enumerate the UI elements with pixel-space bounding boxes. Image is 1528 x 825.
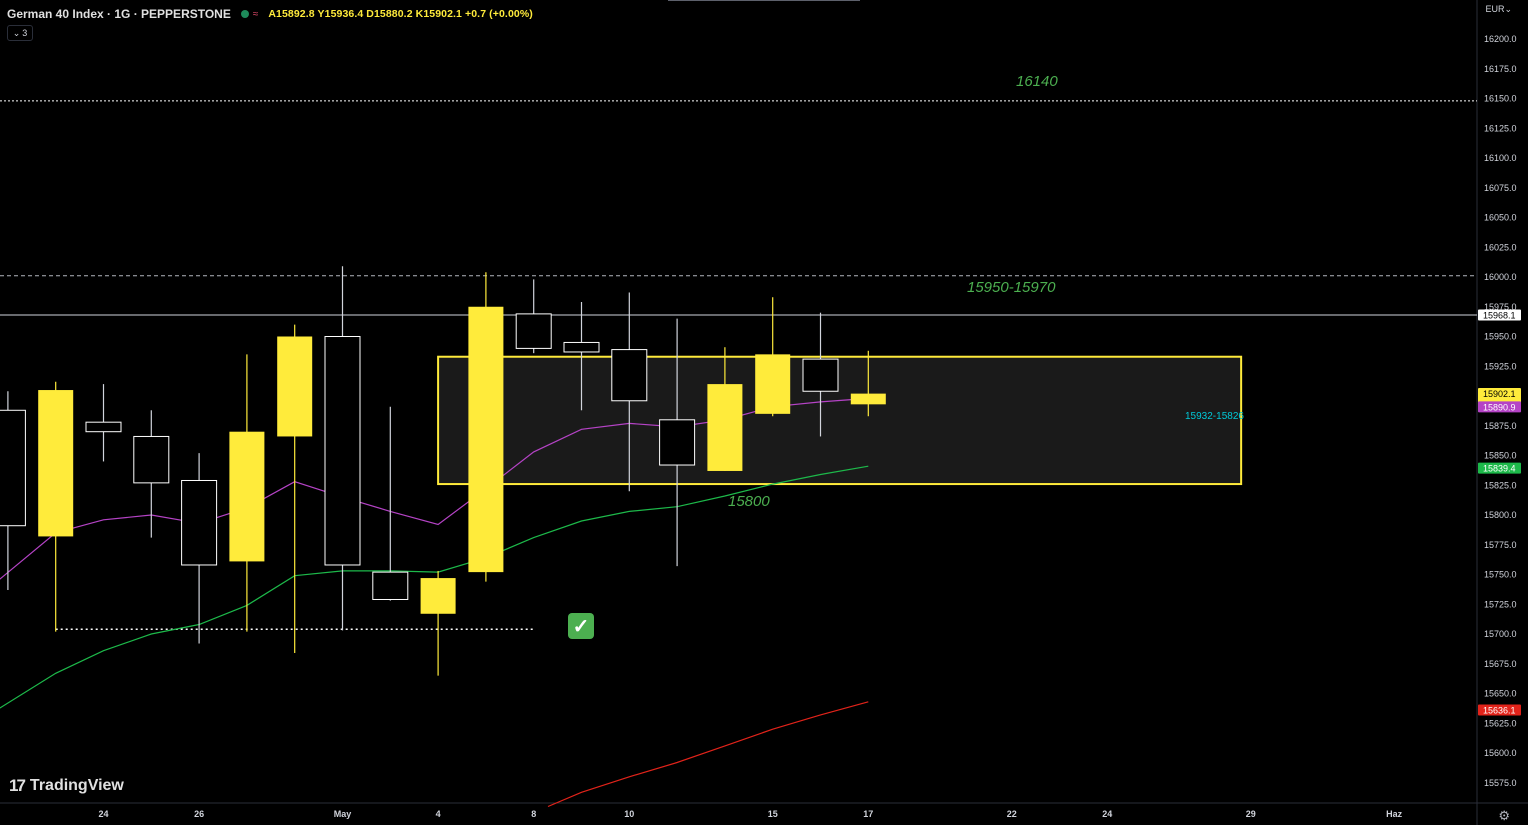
price-tick-label: 16200.0 bbox=[1484, 34, 1517, 44]
symbol-title[interactable]: German 40 Index · 1G · PEPPERSTONE bbox=[7, 7, 231, 21]
moving-average-line-2 bbox=[547, 701, 869, 808]
time-tick-label: Haz bbox=[1386, 809, 1403, 819]
price-tick-label: 15650.0 bbox=[1484, 689, 1517, 699]
price-tick-label: 16075.0 bbox=[1484, 183, 1517, 193]
time-tick-label: 22 bbox=[1007, 809, 1017, 819]
chart-header: German 40 Index · 1G · PEPPERSTONE ≈ A15… bbox=[7, 6, 533, 22]
time-tick-label: 8 bbox=[531, 809, 536, 819]
price-tick-label: 16175.0 bbox=[1484, 64, 1517, 74]
indicator-count: 3 bbox=[22, 28, 28, 38]
time-tick-label: 24 bbox=[1102, 809, 1112, 819]
price-tag-bg-2 bbox=[1478, 401, 1521, 413]
time-tick-label: 10 bbox=[624, 809, 634, 819]
currency-label: EUR bbox=[1485, 4, 1505, 14]
currency-selector[interactable]: EUR⌄ bbox=[1485, 4, 1512, 15]
candle-body-3 bbox=[133, 435, 170, 484]
candle-body-2 bbox=[85, 421, 122, 433]
ohlc-values: A15892.8 Y15936.4 D15880.2 K15902.1 +0.7… bbox=[268, 8, 533, 20]
candle-body-11 bbox=[515, 313, 552, 349]
price-tag-label-0: 15968.1 bbox=[1483, 310, 1516, 320]
candle-body-10 bbox=[468, 306, 504, 573]
gear-icon[interactable]: ⚙ bbox=[1498, 808, 1510, 823]
candle-body-4 bbox=[181, 479, 218, 566]
candle-body-7 bbox=[324, 336, 361, 566]
price-tick-label: 16000.0 bbox=[1484, 272, 1517, 282]
brand-name: TradingView bbox=[29, 777, 124, 794]
price-tick-label: 15700.0 bbox=[1484, 629, 1517, 639]
price-tick-label: 16125.0 bbox=[1484, 123, 1517, 133]
price-tick-label: 15725.0 bbox=[1484, 599, 1517, 609]
chevron-down-icon: ⌄ bbox=[1504, 4, 1512, 14]
candle-body-14 bbox=[659, 419, 696, 466]
price-tick-label: 16150.0 bbox=[1484, 94, 1517, 104]
candle-body-12 bbox=[563, 341, 600, 353]
top-divider bbox=[668, 0, 860, 1]
tv-logo-icon: 17 bbox=[9, 776, 26, 795]
market-status-icon bbox=[240, 10, 249, 18]
candle-body-1 bbox=[38, 390, 74, 537]
candle-body-15 bbox=[707, 384, 743, 471]
time-tick-label: 15 bbox=[768, 809, 778, 819]
price-tick-label: 15600.0 bbox=[1484, 748, 1517, 758]
price-tag-label-1: 15902.1 bbox=[1483, 389, 1516, 399]
status-indicators: ≈ bbox=[240, 8, 259, 20]
time-tick-label: 17 bbox=[863, 809, 873, 819]
candle-body-13 bbox=[611, 349, 648, 402]
candle-body-0 bbox=[0, 409, 26, 527]
time-tick-label: 29 bbox=[1246, 809, 1256, 819]
candle-body-5 bbox=[229, 431, 265, 562]
price-tick-label: 15575.0 bbox=[1484, 778, 1517, 788]
annotation-15800[interactable]: 15800 bbox=[728, 493, 770, 510]
price-tick-label: 15800.0 bbox=[1484, 510, 1517, 520]
price-tick-label: 16100.0 bbox=[1484, 153, 1517, 163]
candle-body-18 bbox=[850, 393, 886, 405]
chevron-down-icon: ⌄ bbox=[12, 27, 21, 38]
price-tag-label-3: 15839.4 bbox=[1483, 464, 1516, 474]
time-tick-label: 4 bbox=[436, 809, 441, 819]
price-tag-label-4: 15636.1 bbox=[1483, 706, 1516, 716]
candle-body-8 bbox=[372, 571, 409, 600]
candle-body-16 bbox=[755, 354, 791, 414]
price-tick-label: 15675.0 bbox=[1484, 659, 1517, 669]
candle-body-6 bbox=[277, 336, 313, 437]
price-tag-bg-0 bbox=[1478, 309, 1521, 321]
time-tick-label: 26 bbox=[194, 809, 204, 819]
time-tick-label: 24 bbox=[98, 809, 108, 819]
price-tick-label: 15875.0 bbox=[1484, 421, 1517, 431]
price-tick-label: 15775.0 bbox=[1484, 540, 1517, 550]
price-tick-label: 15850.0 bbox=[1484, 451, 1517, 461]
zone-label[interactable]: 15932-15826 bbox=[1185, 411, 1244, 422]
price-tick-label: 16025.0 bbox=[1484, 242, 1517, 252]
price-tick-label: 15975.0 bbox=[1484, 302, 1517, 312]
price-tick-label: 15750.0 bbox=[1484, 570, 1517, 580]
price-tag-label-2: 15890.9 bbox=[1483, 402, 1516, 412]
price-tick-label: 15825.0 bbox=[1484, 480, 1517, 490]
indicator-toggle-button[interactable]: ⌄ 3 bbox=[7, 25, 33, 41]
price-tick-label: 15950.0 bbox=[1484, 332, 1517, 342]
check-mark-icon: ✓ bbox=[568, 613, 594, 639]
data-feed-icon: ≈ bbox=[252, 8, 259, 20]
support-zone-rectangle bbox=[437, 355, 1243, 486]
annotation-16140[interactable]: 16140 bbox=[1016, 73, 1058, 90]
price-tick-label: 15625.0 bbox=[1484, 718, 1517, 728]
price-tick-label: 15925.0 bbox=[1484, 361, 1517, 371]
candle-body-9 bbox=[420, 578, 456, 614]
candle-body-17 bbox=[802, 358, 839, 392]
annotation-15950-15970[interactable]: 15950-15970 bbox=[967, 279, 1056, 296]
time-tick-label: May bbox=[334, 809, 352, 819]
price-tag-bg-4 bbox=[1478, 704, 1521, 716]
price-tag-bg-3 bbox=[1478, 462, 1521, 474]
price-tick-label: 16050.0 bbox=[1484, 213, 1517, 223]
tradingview-logo[interactable]: 17 TradingView bbox=[9, 776, 124, 796]
